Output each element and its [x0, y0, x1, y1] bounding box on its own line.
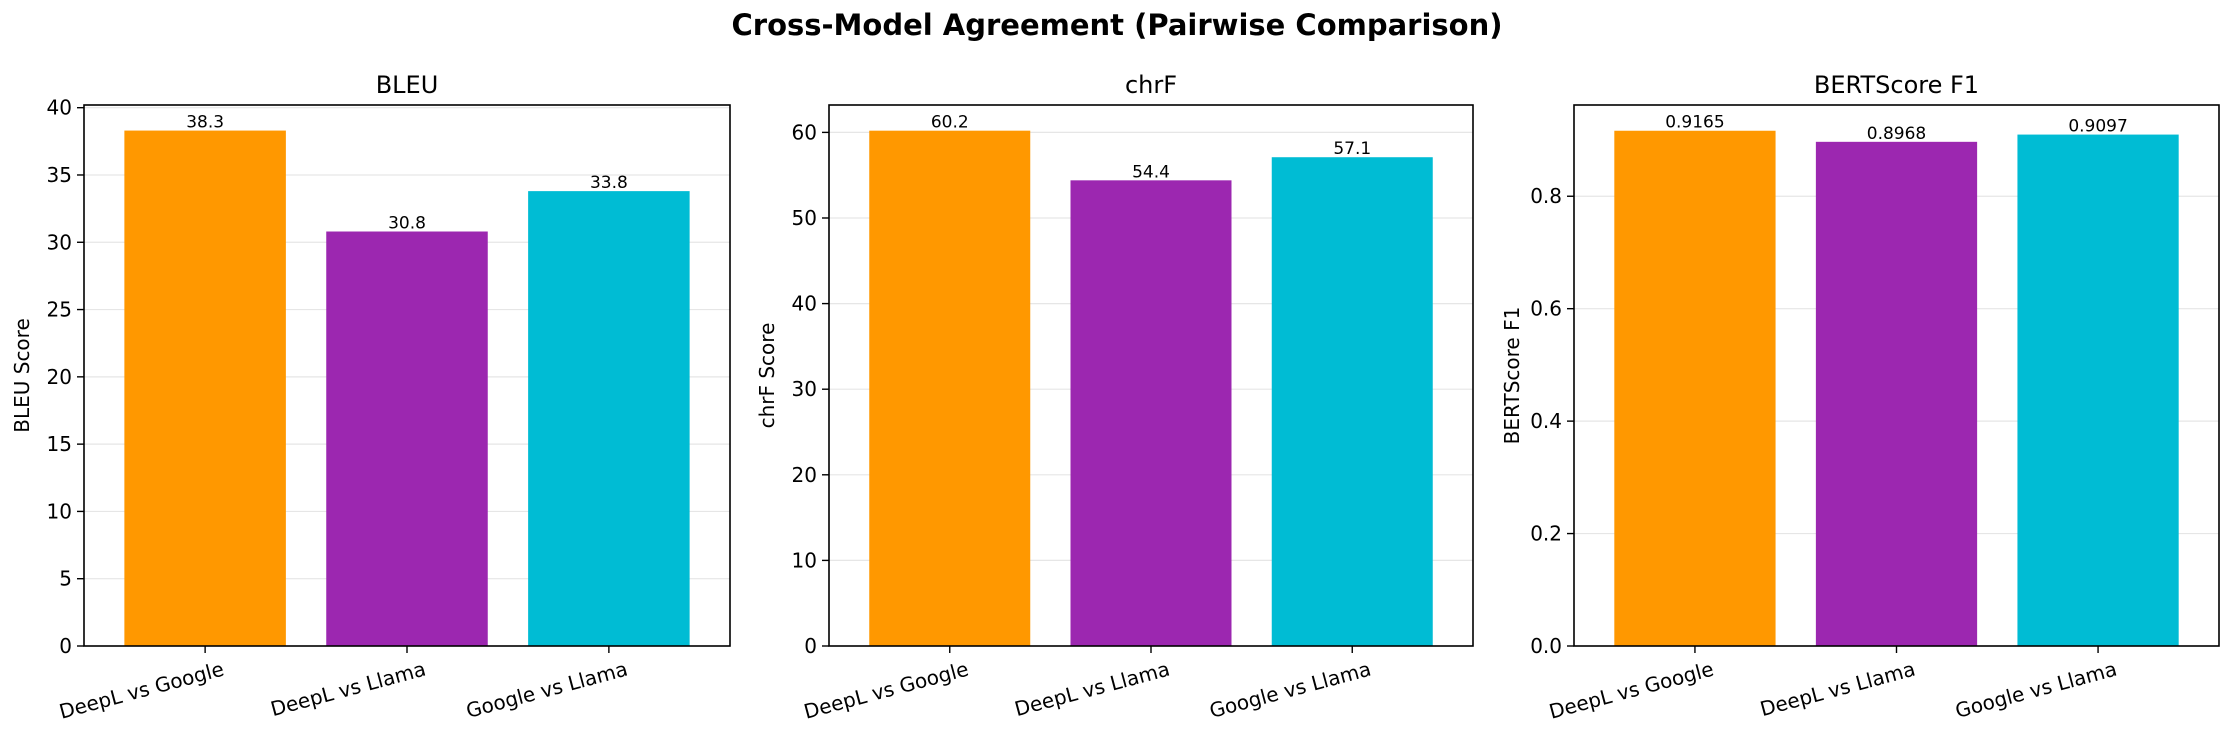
y-axis-label: chrF Score: [755, 323, 779, 429]
chart-panel-0: 38.3 30.8 33.8 0 5 10 15 20 25 30 35 40 DeepL vs Goo…: [10, 71, 731, 724]
bar: [326, 231, 488, 646]
y-tick-label: 0.0: [1530, 634, 1562, 658]
x-tick-label: DeepL vs Llama: [1758, 657, 1918, 721]
y-tick-label: 10: [47, 499, 72, 523]
y-tick-label: 0.4: [1530, 409, 1562, 433]
y-tick-label: 10: [792, 548, 817, 572]
bar: [528, 191, 690, 647]
bar-value-label: 0.9097: [2068, 117, 2127, 137]
y-tick-label: 35: [47, 163, 72, 187]
y-tick-label: 20: [792, 463, 817, 487]
x-tick-label: DeepL vs Google: [57, 657, 227, 724]
bar: [1815, 141, 1978, 646]
y-axis-label: BLEU Score: [10, 318, 34, 433]
subplot-title: BLEU: [376, 71, 439, 99]
bar-value-label: 38.3: [186, 113, 224, 133]
x-tick-label: DeepL vs Google: [801, 657, 971, 724]
bar: [869, 130, 1031, 647]
y-axis-label: BERTScore F1: [1500, 307, 1524, 445]
y-tick-label: 0.6: [1530, 297, 1562, 321]
y-tick-label: 5: [59, 567, 72, 591]
y-tick-label: 20: [47, 365, 72, 389]
figure-title: Cross-Model Agreement (Pairwise Comparis…: [731, 8, 1503, 42]
x-tick-label: Google vs Llama: [463, 657, 630, 723]
bar: [124, 130, 286, 647]
y-tick-label: 60: [792, 120, 817, 144]
y-tick-label: 50: [792, 206, 817, 230]
x-tick-label: DeepL vs Llama: [268, 657, 428, 721]
chart-panel-2: 0.9165 0.8968 0.9097 0.0 0.2 0.4 0.6 0.8 DeepL v…: [1500, 71, 2220, 724]
bar-value-label: 0.8968: [1867, 124, 1926, 144]
bar-value-label: 54.4: [1132, 162, 1170, 182]
x-tick-label: Google vs Llama: [1953, 657, 2120, 723]
bar: [1271, 157, 1433, 646]
bar-value-label: 0.9165: [1665, 113, 1724, 133]
y-tick-label: 15: [47, 432, 72, 456]
x-tick-label: DeepL vs Llama: [1012, 657, 1172, 721]
y-tick-label: 40: [47, 96, 72, 120]
y-tick-label: 30: [792, 377, 817, 401]
bar-value-label: 33.8: [590, 173, 628, 193]
bar-value-label: 30.8: [388, 214, 426, 234]
y-tick-label: 25: [47, 298, 72, 322]
y-tick-label: 30: [47, 230, 72, 254]
y-tick-label: 40: [792, 292, 817, 316]
y-tick-label: 0: [59, 634, 72, 658]
bar: [1614, 130, 1776, 646]
x-tick-label: Google vs Llama: [1207, 657, 1374, 723]
subplot-title: BERTScore F1: [1814, 71, 1979, 99]
bar-value-label: 57.1: [1333, 139, 1371, 159]
chart-panel-1: 60.2 54.4 57.1 0 10 20 30 40 50 60 DeepL vs Google…: [755, 71, 1474, 724]
y-tick-label: 0.8: [1530, 184, 1562, 208]
subplot-title: chrF: [1125, 71, 1177, 99]
x-tick-label: DeepL vs Google: [1546, 657, 1716, 724]
y-tick-label: 0.2: [1530, 522, 1562, 546]
y-tick-label: 0: [804, 634, 817, 658]
bar: [2017, 134, 2179, 646]
bar: [1070, 180, 1232, 647]
bar-value-label: 60.2: [931, 113, 969, 133]
